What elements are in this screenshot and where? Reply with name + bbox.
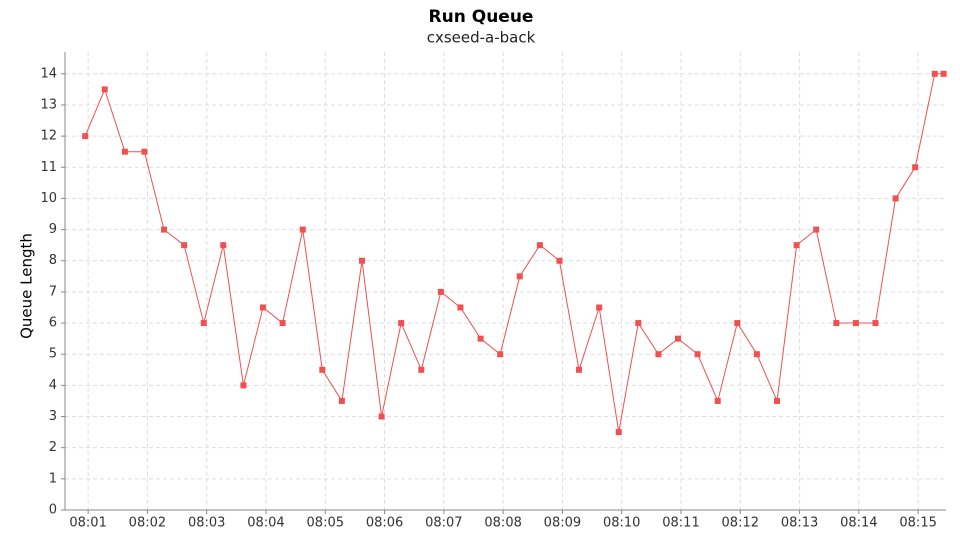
data-point bbox=[101, 86, 108, 93]
x-tick-label: 08:15 bbox=[899, 516, 936, 531]
y-tick-label: 12 bbox=[40, 129, 57, 144]
y-tick-label: 9 bbox=[49, 222, 57, 237]
data-point bbox=[615, 429, 622, 436]
y-tick-label: 7 bbox=[49, 284, 57, 299]
chart-title: Run Queue bbox=[429, 7, 534, 27]
x-tick-label: 08:13 bbox=[781, 516, 818, 531]
x-tick-label: 08:01 bbox=[69, 516, 106, 531]
data-point bbox=[635, 320, 642, 327]
x-tick-label: 08:12 bbox=[722, 516, 759, 531]
data-point bbox=[497, 351, 504, 358]
data-point bbox=[852, 320, 859, 327]
data-point bbox=[694, 351, 701, 358]
data-point bbox=[556, 257, 563, 264]
data-point bbox=[892, 195, 899, 202]
data-point bbox=[536, 242, 543, 249]
data-point bbox=[338, 397, 345, 404]
data-point bbox=[359, 257, 366, 264]
y-tick-label: 3 bbox=[49, 409, 57, 424]
data-point bbox=[872, 320, 879, 327]
data-point bbox=[596, 304, 603, 311]
data-point bbox=[833, 320, 840, 327]
x-tick-label: 08:04 bbox=[247, 516, 284, 531]
data-point bbox=[121, 148, 128, 155]
data-point bbox=[200, 320, 207, 327]
y-tick-label: 4 bbox=[49, 378, 57, 393]
data-point bbox=[240, 382, 247, 389]
data-point bbox=[516, 273, 523, 280]
data-point bbox=[734, 320, 741, 327]
y-tick-label: 0 bbox=[49, 503, 57, 518]
data-point bbox=[279, 320, 286, 327]
x-tick-label: 08:02 bbox=[129, 516, 166, 531]
data-point bbox=[714, 397, 721, 404]
data-point bbox=[398, 320, 405, 327]
x-tick-label: 08:05 bbox=[307, 516, 344, 531]
y-tick-label: 5 bbox=[49, 347, 57, 362]
data-point bbox=[813, 226, 820, 233]
data-point bbox=[793, 242, 800, 249]
y-tick-label: 11 bbox=[40, 160, 57, 175]
x-tick-label: 08:09 bbox=[544, 516, 581, 531]
data-point bbox=[457, 304, 464, 311]
y-tick-label: 1 bbox=[49, 471, 57, 486]
data-point bbox=[655, 351, 662, 358]
data-point bbox=[576, 366, 583, 373]
y-axis-label: Queue Length bbox=[18, 233, 36, 339]
y-tick-label: 2 bbox=[49, 440, 57, 455]
y-tick-label: 10 bbox=[40, 191, 57, 206]
data-point bbox=[753, 351, 760, 358]
data-point bbox=[418, 366, 425, 373]
data-point bbox=[82, 133, 89, 140]
data-point bbox=[774, 397, 781, 404]
chart-subtitle: cxseed-a-back bbox=[427, 29, 536, 47]
y-tick-label: 6 bbox=[49, 316, 57, 331]
data-point bbox=[940, 70, 947, 77]
data-point bbox=[161, 226, 168, 233]
y-tick-label: 14 bbox=[40, 66, 57, 81]
data-point bbox=[931, 70, 938, 77]
x-tick-label: 08:07 bbox=[425, 516, 462, 531]
x-tick-label: 08:03 bbox=[188, 516, 225, 531]
x-tick-label: 08:10 bbox=[603, 516, 640, 531]
data-point bbox=[141, 148, 148, 155]
data-point bbox=[437, 288, 444, 295]
data-point bbox=[912, 164, 919, 171]
x-tick-label: 08:06 bbox=[366, 516, 403, 531]
data-point bbox=[260, 304, 267, 311]
x-tick-label: 08:11 bbox=[662, 516, 699, 531]
y-tick-label: 8 bbox=[49, 253, 57, 268]
data-line bbox=[84, 73, 944, 433]
y-tick-label: 13 bbox=[40, 97, 57, 112]
x-tick-label: 08:08 bbox=[484, 516, 521, 531]
data-point bbox=[220, 242, 227, 249]
data-point bbox=[477, 335, 484, 342]
x-tick-label: 08:14 bbox=[840, 516, 877, 531]
data-point bbox=[299, 226, 306, 233]
data-point bbox=[319, 366, 326, 373]
data-point bbox=[378, 413, 385, 420]
data-point bbox=[181, 242, 188, 249]
data-point bbox=[675, 335, 682, 342]
